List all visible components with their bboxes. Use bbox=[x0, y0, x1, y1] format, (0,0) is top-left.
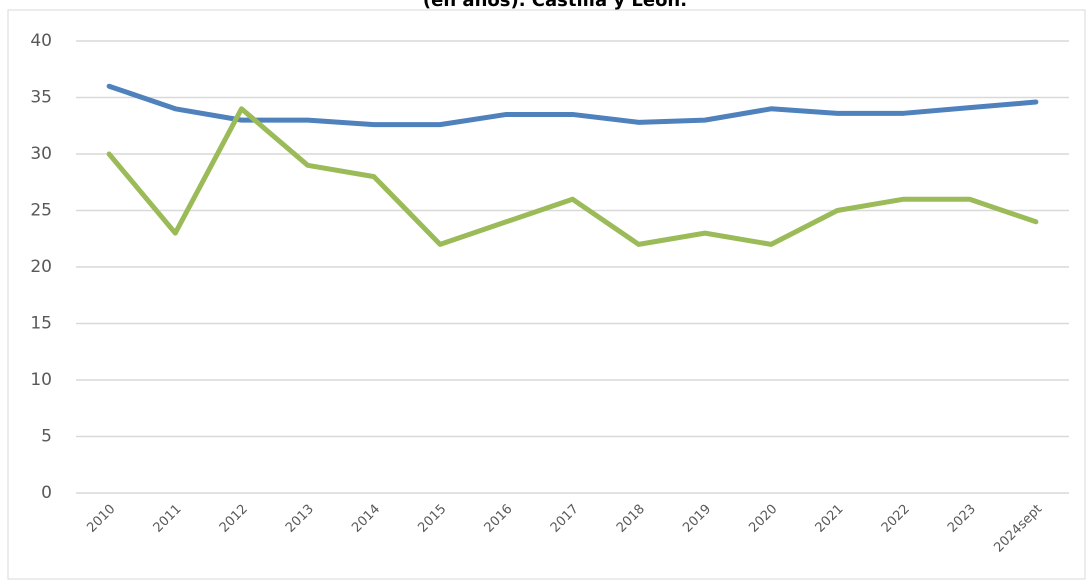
series-line bbox=[106, 106, 1039, 247]
y-tick-label: 0 bbox=[41, 483, 52, 503]
x-tick-label: 2021 bbox=[813, 502, 847, 536]
chart-frame bbox=[7, 9, 1086, 580]
x-tick-label: 2023 bbox=[945, 502, 979, 536]
x-tick-label: 2011 bbox=[151, 502, 185, 536]
x-tick-label: 2019 bbox=[680, 502, 714, 536]
x-tick-label: 2013 bbox=[283, 502, 317, 536]
x-tick-label: 2018 bbox=[614, 502, 648, 536]
x-tick-label: 2015 bbox=[415, 502, 449, 536]
x-tick-label: 2020 bbox=[746, 502, 780, 536]
series-line bbox=[106, 83, 1039, 128]
x-tick-label: 2012 bbox=[217, 502, 251, 536]
y-tick-label: 25 bbox=[30, 201, 52, 221]
x-tick-label: 2022 bbox=[879, 502, 913, 536]
x-tick-label: 2010 bbox=[84, 502, 118, 536]
y-tick-label: 20 bbox=[30, 257, 52, 277]
x-tick-label: 2024sept bbox=[991, 502, 1045, 556]
y-tick-label: 30 bbox=[30, 144, 52, 164]
y-tick-label: 10 bbox=[30, 370, 52, 390]
y-tick-label: 40 bbox=[30, 31, 52, 51]
chart-title: (en años). Castilla y León. bbox=[423, 0, 687, 11]
x-tick-label: 2016 bbox=[482, 502, 516, 536]
x-tick-label: 2014 bbox=[349, 502, 383, 536]
y-tick-label: 35 bbox=[30, 88, 52, 108]
x-tick-label: 2017 bbox=[548, 502, 582, 536]
y-tick-label: 15 bbox=[30, 314, 52, 334]
y-tick-label: 5 bbox=[41, 427, 52, 447]
